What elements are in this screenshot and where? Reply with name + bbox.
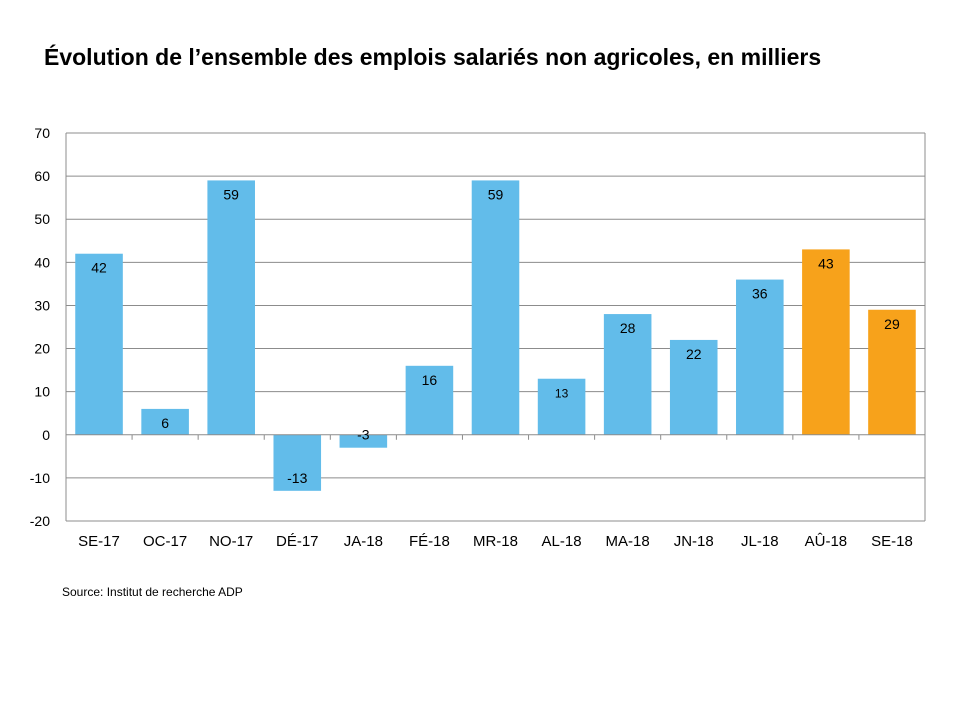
data-label: -13 — [287, 470, 307, 486]
y-tick-label: 10 — [34, 384, 50, 400]
data-label: 59 — [488, 186, 504, 202]
bar — [273, 434, 322, 491]
data-label: 59 — [223, 186, 239, 202]
x-tick-label: MR-18 — [473, 533, 518, 550]
y-tick-label: 30 — [34, 297, 50, 313]
bars — [75, 180, 916, 491]
data-label: 28 — [620, 320, 636, 336]
bar — [405, 365, 454, 435]
bar — [537, 378, 586, 435]
source-note: Source: Institut de recherche ADP — [62, 585, 243, 599]
bar — [207, 180, 255, 435]
bar — [868, 309, 916, 435]
x-tick-label: JN-18 — [674, 533, 714, 550]
data-label: 16 — [422, 372, 438, 388]
bar — [802, 249, 850, 435]
bar — [669, 339, 718, 435]
bar — [736, 279, 784, 435]
x-tick-label: JL-18 — [741, 533, 779, 550]
x-tick-label: AL-18 — [542, 533, 582, 550]
x-tick-label: MA-18 — [606, 533, 650, 550]
x-tick-label: JA-18 — [344, 533, 383, 550]
data-labels: 42 6 59 -13 -3 16 59 13 28 22 36 43 29 — [91, 186, 900, 485]
bar — [339, 434, 388, 448]
x-tick-label: AÛ-18 — [805, 533, 848, 550]
x-axis-tick-labels: SE-17 OC-17 NO-17 DÉ-17 JA-18 FÉ-18 MR-18 AL-18… — [78, 533, 913, 550]
data-label: 6 — [161, 415, 169, 431]
x-tick-label: FÉ-18 — [409, 533, 450, 550]
y-tick-label: -10 — [30, 470, 50, 486]
chart-title: Évolution de l’ensemble des emplois sala… — [44, 44, 822, 70]
data-label: 29 — [884, 316, 900, 332]
y-tick-label: 50 — [34, 211, 50, 227]
bar — [471, 180, 520, 435]
data-label: -3 — [357, 427, 370, 443]
x-tick-label: NO-17 — [209, 533, 253, 550]
x-tick-label: DÉ-17 — [276, 533, 319, 550]
data-label: 43 — [818, 255, 834, 271]
bar — [141, 408, 189, 435]
x-tick-label: OC-17 — [143, 533, 187, 550]
y-tick-label: 0 — [42, 427, 50, 443]
axes — [65, 133, 926, 522]
y-tick-label: 70 — [34, 125, 50, 141]
y-tick-label: -20 — [30, 513, 50, 529]
data-label: 42 — [91, 260, 107, 276]
bar — [603, 314, 652, 435]
y-tick-label: 20 — [34, 341, 50, 357]
x-tick-label: SE-18 — [871, 533, 913, 550]
y-axis-tick-labels: -20 -10 0 10 20 30 40 50 60 70 — [30, 125, 50, 529]
x-tick-label: SE-17 — [78, 533, 120, 550]
data-label: 22 — [686, 346, 702, 362]
data-label: 13 — [555, 387, 569, 401]
data-label: 36 — [752, 286, 768, 302]
y-tick-label: 60 — [34, 168, 50, 184]
bar — [75, 253, 123, 435]
y-tick-label: 40 — [34, 254, 50, 270]
